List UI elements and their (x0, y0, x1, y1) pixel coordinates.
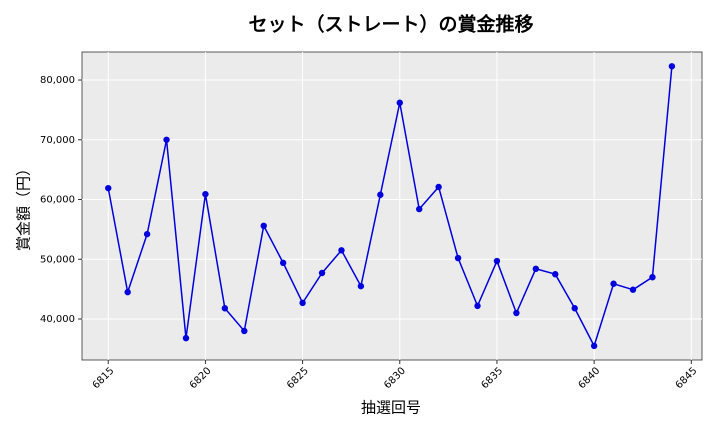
y-tick-label: 50,000 (40, 254, 75, 265)
point (493, 257, 501, 265)
point (338, 247, 345, 254)
point (221, 305, 229, 312)
y-tick-label: 80,000 (40, 75, 75, 86)
plot-area (81, 51, 703, 361)
point (590, 342, 598, 350)
x-tick-label: 6830 (382, 365, 408, 391)
point (668, 63, 676, 70)
y-axis-label: 賞金額（円） (15, 161, 33, 251)
x-tick-label: 6845 (674, 365, 700, 391)
point (357, 282, 365, 290)
x-tick-label: 6825 (285, 365, 311, 391)
point (241, 327, 248, 335)
x-tick-label: 6820 (188, 365, 214, 391)
point (435, 183, 442, 191)
point (260, 222, 267, 230)
x-tick-label: 6840 (577, 365, 603, 391)
line (107, 66, 673, 348)
point (629, 286, 637, 293)
y-tick-label: 40,000 (40, 314, 75, 325)
point (182, 334, 190, 342)
x-tick-label: 6835 (479, 365, 505, 391)
point (124, 288, 131, 296)
point (571, 305, 578, 312)
point (318, 269, 326, 277)
x-axis-label: 抽選回号 (361, 399, 421, 417)
point (474, 302, 481, 310)
point (416, 205, 423, 213)
point (163, 136, 170, 143)
point (105, 184, 112, 192)
chart-title: セット（ストレート）の賞金推移 (248, 13, 533, 36)
point (552, 271, 559, 278)
y-tick-label: 60,000 (40, 195, 75, 206)
x-tick-label: 6815 (91, 365, 117, 391)
y-tick-label: 70,000 (40, 135, 75, 146)
point (279, 259, 287, 267)
point (396, 99, 403, 106)
point (377, 191, 384, 198)
point (532, 265, 540, 273)
point (143, 230, 151, 238)
point (202, 190, 209, 198)
point (649, 273, 656, 281)
point (610, 280, 617, 287)
point (513, 309, 520, 317)
point (299, 299, 306, 307)
point (454, 254, 462, 262)
